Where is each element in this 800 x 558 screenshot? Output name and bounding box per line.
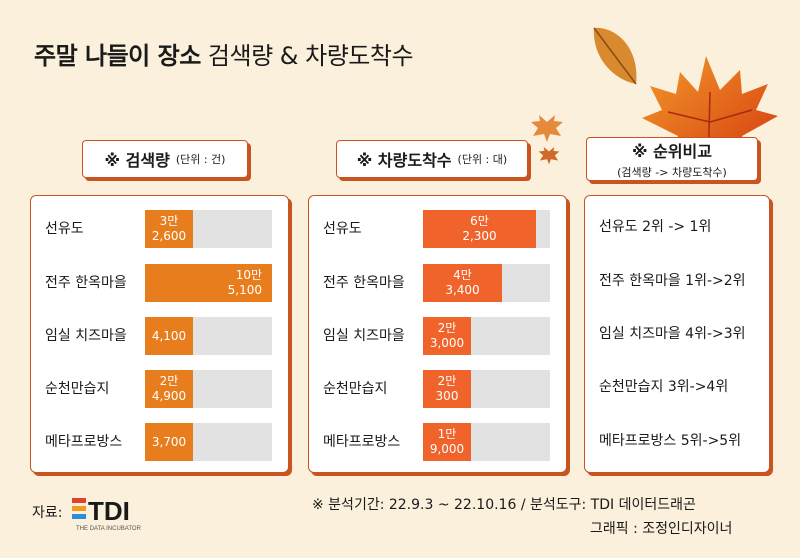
page-title: 주말 나들이 장소 검색량 & 차량도착수 [34, 42, 414, 70]
bar [145, 210, 193, 248]
value-label-line: 300 [435, 389, 459, 403]
bar [423, 370, 471, 408]
bar-track: 1만 9,000 [423, 423, 550, 461]
value-label: 1만 9,000 [423, 423, 471, 461]
bar-track: 2만 4,900 [145, 370, 272, 408]
search-volume-chart: 선유도 3만 2,600 전주 한옥마을 10만 5,100 임실 치즈마을 4,100 순천만… [30, 195, 289, 473]
value-label: 4만 3,400 [423, 264, 502, 302]
bar [145, 264, 272, 302]
search-volume-header: ※ 검색량 (단위 : 건) [82, 140, 248, 178]
bar-row: 메타프로방스 1만 9,000 [309, 421, 566, 461]
value-label: 3만 2,600 [145, 210, 193, 248]
analysis-period: ※ 분석기간: 22.9.3 ~ 22.10.16 / 분석도구: TDI 데이… [312, 497, 696, 513]
bar [145, 370, 193, 408]
value-label: 2만 4,900 [145, 370, 193, 408]
bar-row: 순천만습지 2만 300 [309, 368, 566, 408]
bar-track: 3,700 [145, 423, 272, 461]
graphic-credit: 그래픽 : 조정인디자이너 [590, 521, 733, 537]
rank-item: 전주 한옥마을 1위->2위 [599, 273, 746, 289]
value-label: 4,100 [145, 317, 193, 355]
bar-row: 전주 한옥마을 10만 5,100 [31, 262, 288, 302]
bar-track: 6만 2,300 [423, 210, 550, 248]
value-label: 3,700 [145, 423, 193, 461]
value-label-line: 4,100 [151, 328, 187, 343]
value-label: 10만 5,100 [145, 264, 272, 302]
bar [423, 317, 471, 355]
value-label-line: 6만 [470, 214, 489, 228]
value-label-line: 10만 [235, 268, 262, 282]
value-label-line: 4만 [453, 268, 472, 282]
category-label: 선유도 [323, 221, 362, 237]
bar-row: 임실 치즈마을 2만 3,000 [309, 315, 566, 355]
category-label: 선유도 [45, 221, 84, 237]
value-label-line: 9,000 [429, 442, 465, 456]
value-label-line: 3,000 [429, 336, 465, 350]
tdi-logo: TDI THE DATA INCUBATOR [72, 494, 152, 538]
value-label-line: 3만 [159, 214, 179, 228]
value-label-line: 2,600 [151, 229, 187, 243]
value-label: 2만 3,000 [423, 317, 471, 355]
value-label-line: 2만 [437, 374, 457, 388]
bar-row: 선유도 6만 2,300 [309, 208, 566, 248]
bar [145, 423, 193, 461]
bar-track: 2만 300 [423, 370, 550, 408]
rank-compare-panel: 선유도 2위 -> 1위 전주 한옥마을 1위->2위 임실 치즈마을 4위->… [584, 195, 770, 473]
bar-track: 10만 5,100 [145, 264, 272, 302]
category-label: 임실 치즈마을 [45, 328, 127, 344]
bar-track: 4,100 [145, 317, 272, 355]
category-label: 임실 치즈마을 [323, 328, 405, 344]
rank-item: 선유도 2위 -> 1위 [599, 219, 712, 235]
value-label-line: 3,400 [445, 283, 480, 297]
vehicle-arrival-chart: 선유도 6만 2,300 전주 한옥마을 4만 3,400 임실 치즈마을 2만 3,000 순천… [308, 195, 567, 473]
leaf-icon [593, 27, 637, 85]
source-label: 자료: [32, 505, 63, 521]
bar [423, 423, 471, 461]
svg-text:THE DATA INCUBATOR: THE DATA INCUBATOR [76, 526, 142, 532]
bar-track: 4만 3,400 [423, 264, 550, 302]
rank-item: 순천만습지 3위->4위 [599, 379, 729, 395]
value-label-line: 5,100 [227, 283, 262, 297]
bar-row: 선유도 3만 2,600 [31, 208, 288, 248]
bar-track: 3만 2,600 [145, 210, 272, 248]
category-label: 전주 한옥마을 [45, 275, 127, 291]
bar-row: 임실 치즈마을 4,100 [31, 315, 288, 355]
category-label: 전주 한옥마을 [323, 275, 405, 291]
svg-text:TDI: TDI [88, 496, 130, 526]
value-label-line: 1만 [437, 427, 457, 441]
rank-item: 메타프로방스 5위->5위 [599, 433, 742, 449]
bar-row: 전주 한옥마을 4만 3,400 [309, 262, 566, 302]
vehicle-arrival-header: ※ 차량도착수 (단위 : 대) [336, 140, 528, 178]
value-label: 6만 2,300 [423, 210, 536, 248]
category-label: 메타프로방스 [45, 434, 123, 450]
small-leaf-icon [531, 115, 563, 142]
bar [145, 317, 193, 355]
bar [423, 210, 536, 248]
value-label-line: 2만 [159, 374, 179, 388]
bar-row: 메타프로방스 3,700 [31, 421, 288, 461]
value-label-line: 2만 [437, 321, 457, 335]
rank-item: 임실 치즈마을 4위->3위 [599, 326, 746, 342]
rank-compare-header: ※ 순위비교 (검색량 -> 차량도착수) [586, 137, 758, 181]
bar-track: 2만 3,000 [423, 317, 550, 355]
value-label-line: 2,300 [462, 229, 497, 243]
value-label: 2만 300 [423, 370, 471, 408]
category-label: 메타프로방스 [323, 434, 401, 450]
bar [423, 264, 502, 302]
small-leaf-icon [538, 146, 560, 165]
value-label-line: 4,900 [151, 389, 187, 403]
category-label: 순천만습지 [45, 381, 110, 397]
bar-row: 순천만습지 2만 4,900 [31, 368, 288, 408]
category-label: 순천만습지 [323, 381, 388, 397]
value-label-line: 3,700 [151, 434, 187, 449]
